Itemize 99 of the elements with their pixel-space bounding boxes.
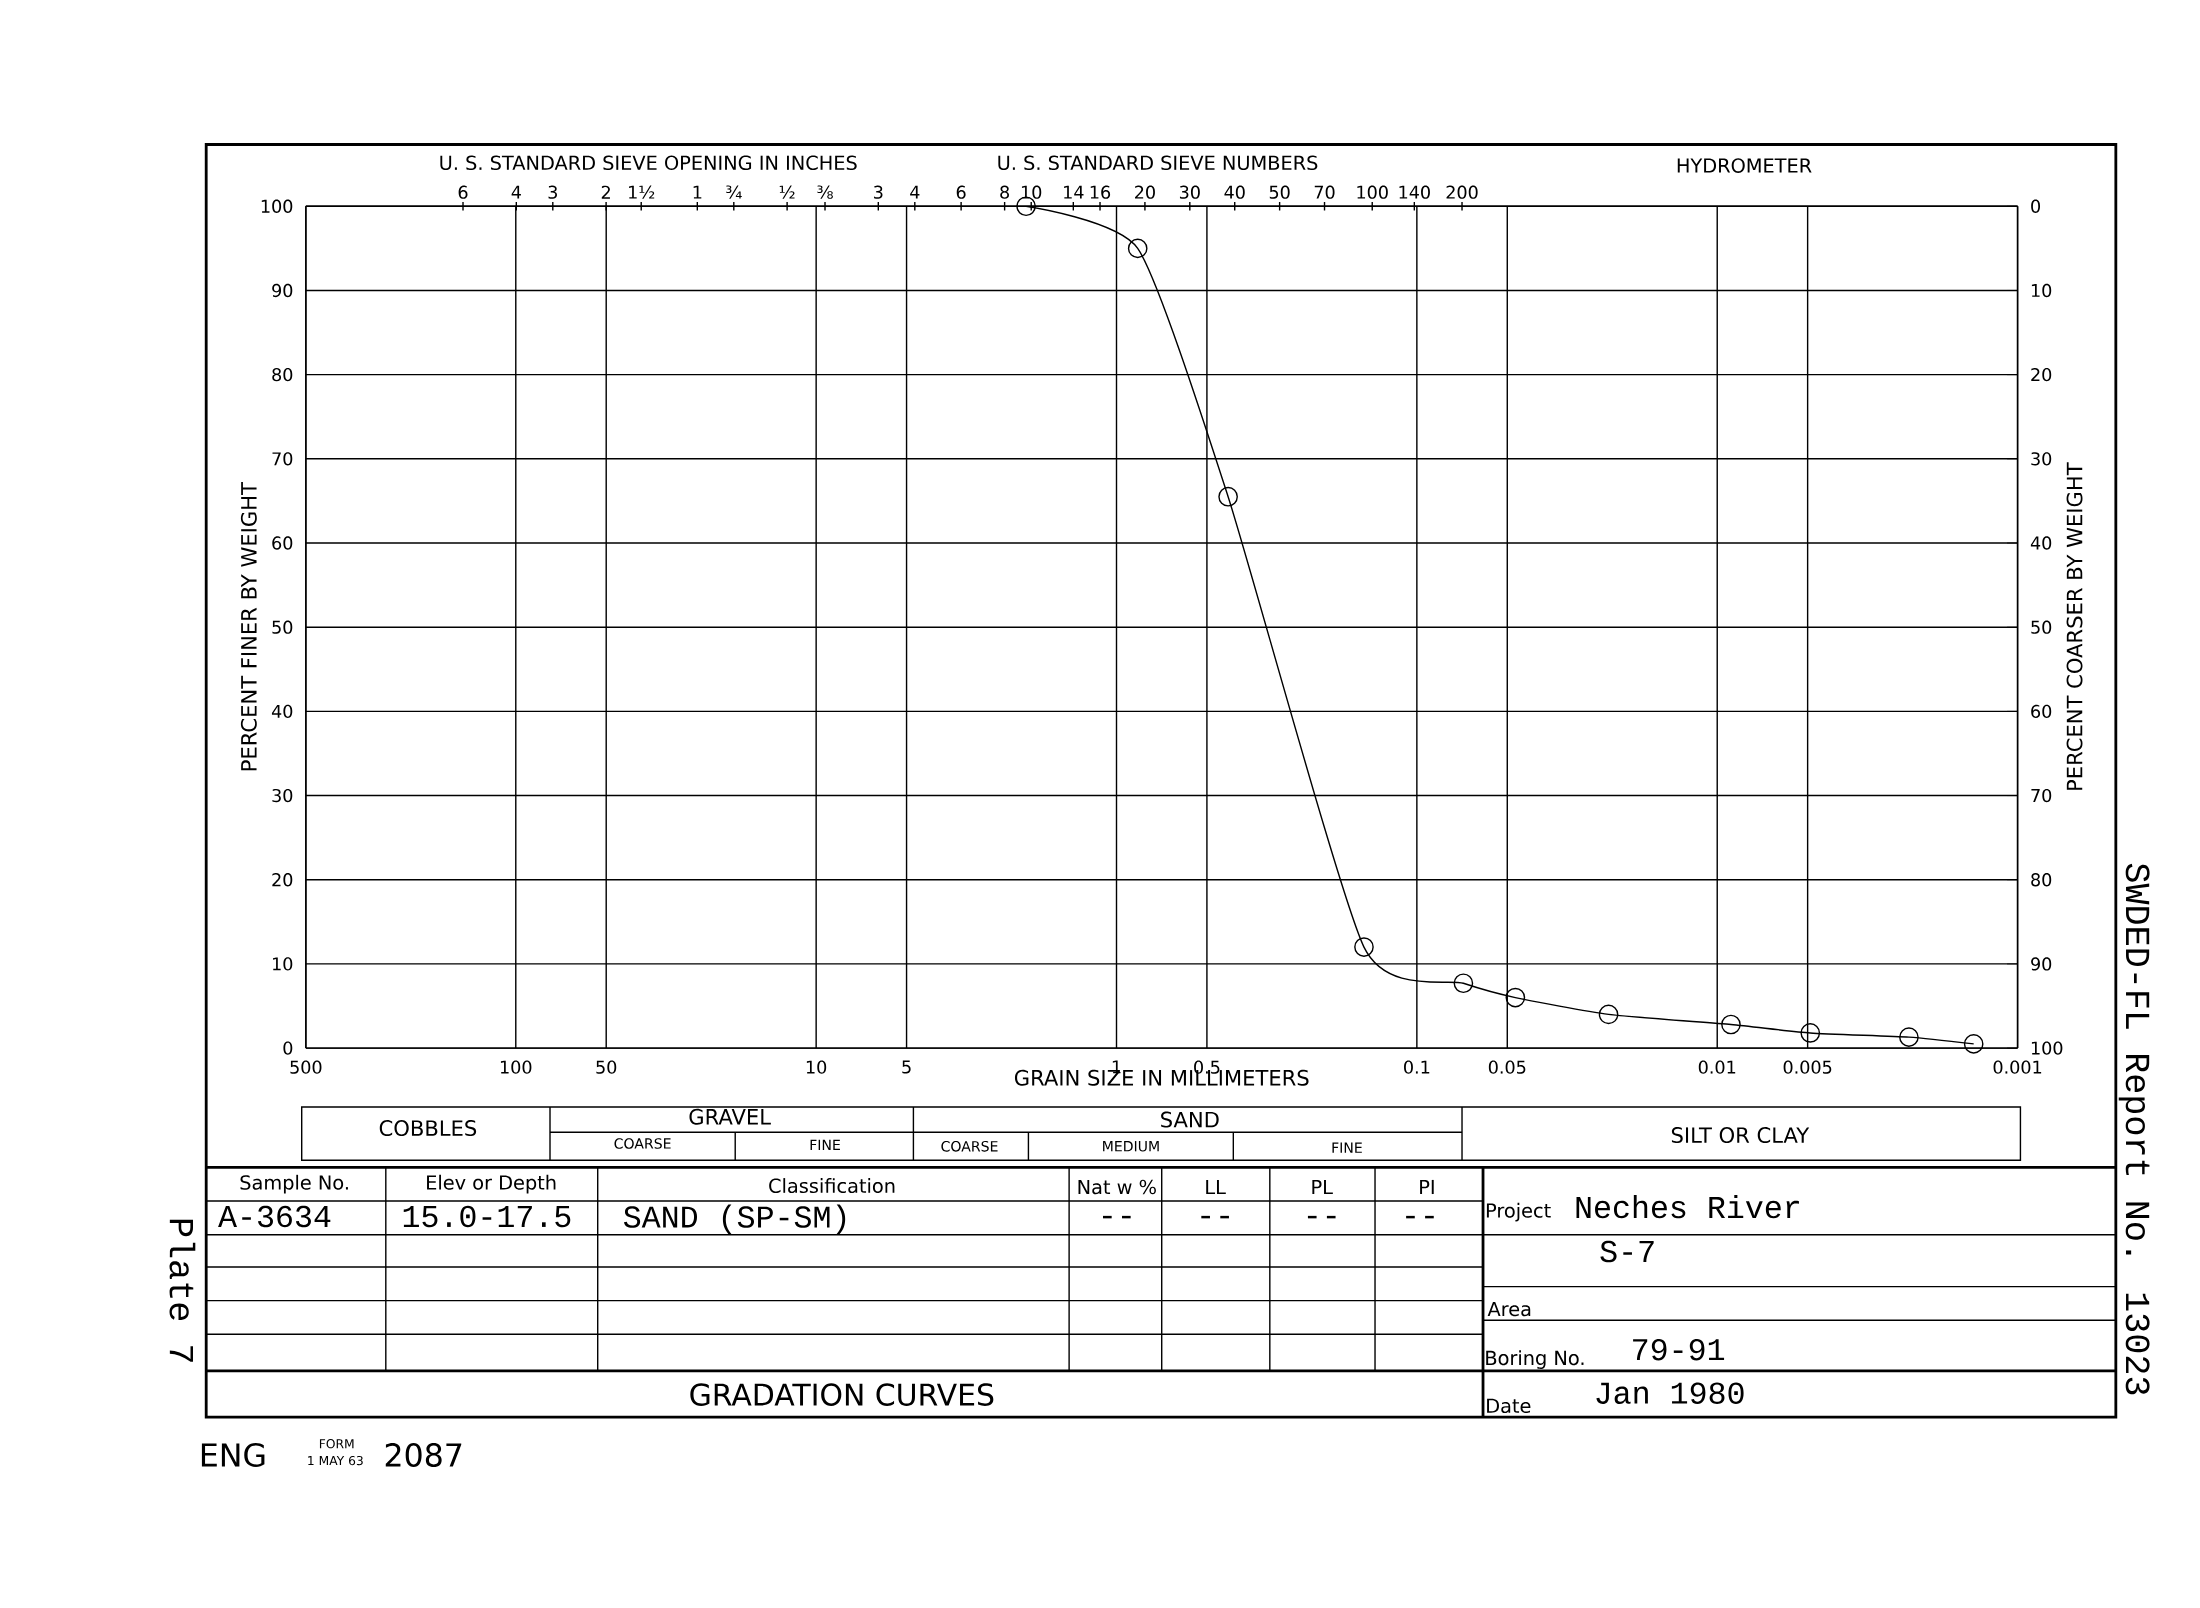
text: Neches River [1576,1194,1799,1219]
text: 3 [874,185,883,199]
text: 15.0-17.5 [403,1205,571,1228]
text: 4 [511,185,521,199]
y-tick-label: 30 [272,788,293,803]
x-tick-label: 50 [596,1060,617,1074]
text: Boring No. [1486,1350,1584,1369]
text: ENG [201,1443,265,1467]
text: SILT OR CLAY [1671,1127,1810,1144]
text: 16 [1090,185,1111,199]
y-tick-label: 90 [272,283,293,298]
x-tick-label: 100 [500,1060,532,1074]
text: Project [1486,1202,1551,1222]
text: 3 [548,185,557,199]
text: 10 [1021,185,1042,199]
text: COBBLES [379,1120,477,1137]
text: 1 MAY 63 [308,1455,363,1466]
x-tick-label: 0.005 [1783,1060,1832,1074]
text: 50 [1269,185,1290,199]
text: -- [1307,1215,1336,1219]
y-tick-label: 10 [272,957,293,971]
text: 6 [458,185,468,199]
y2-tick-label: 10 [2031,283,2052,298]
y2-tick-label: 90 [2031,957,2052,971]
text: -- [1406,1215,1434,1219]
y2-tick-label: 80 [2031,873,2052,887]
text: Plate 7 [169,1219,196,1362]
y2-tick-label: 40 [2030,536,2052,550]
text: 1½ [629,185,655,199]
text: 2087 [385,1443,462,1467]
y2-tick-label: 100 [2031,1041,2063,1055]
y-axis-title: PERCENT FINER BY WEIGHT [240,481,257,771]
text: SAND [1161,1111,1219,1128]
text: 70 [1314,185,1335,199]
x-tick-label: 0.001 [1993,1060,2042,1074]
text: Sample No. [240,1174,348,1194]
text: A-3634 [218,1205,331,1228]
text: FINE [1332,1142,1362,1153]
text: S-7 [1600,1240,1654,1263]
text: 2 [601,185,610,199]
text: PL [1312,1179,1333,1195]
text: 79-91 [1633,1338,1725,1361]
y2-tick-label: 50 [2031,620,2052,634]
text: ½ [779,185,795,199]
text: SWDED-FL Report No. 13023 [2118,863,2150,1395]
y-tick-label: 70 [272,452,293,466]
y2-tick-label: 20 [2031,367,2052,382]
y-tick-label: 100 [261,199,293,213]
text: U. S. STANDARD SIEVE NUMBERS [998,155,1318,171]
y-tick-label: 20 [272,873,293,887]
y2-tick-label: 60 [2031,704,2052,719]
y-tick-label: 40 [271,704,293,719]
x-tick-label: 0.1 [1404,1060,1430,1074]
text: ¾ [726,185,742,199]
y2-axis-title: PERCENT COARSER BY WEIGHT [2066,462,2083,790]
x-tick-label: 500 [290,1060,322,1074]
text: LL [1206,1179,1226,1195]
y2-tick-label: 70 [2031,788,2052,803]
x-tick-label: 10 [806,1060,827,1074]
text: 1 [693,185,702,199]
text: GRADATION CURVES [690,1383,994,1406]
x-tick-label: 5 [902,1060,911,1074]
text: Jan 1980 [1596,1382,1744,1404]
text: Area [1487,1301,1531,1317]
y2-tick-label: 30 [2031,452,2052,466]
text: 100 [1357,185,1388,199]
text: SAND (SP-SM) [623,1204,846,1235]
y-tick-label: 50 [272,620,293,634]
x-tick-label: 0.05 [1488,1060,1526,1074]
text: ⅜ [817,185,833,199]
text: U. S. STANDARD SIEVE OPENING IN INCHES [440,155,857,171]
y-tick-label: 0 [283,1041,293,1055]
text: MEDIUM [1103,1141,1159,1152]
text: 4 [910,185,920,199]
text: Classification [769,1178,895,1194]
text: COARSE [941,1140,998,1152]
text: 6 [956,185,966,199]
text: Nat w % [1078,1179,1156,1195]
text: -- [1201,1215,1229,1219]
text: GRAVEL [689,1108,771,1125]
text: PI [1420,1179,1434,1195]
y-tick-label: 80 [272,367,293,382]
text: Elev or Depth [427,1174,556,1194]
x-tick-label: 0.01 [1698,1060,1736,1074]
text: Date [1487,1398,1531,1414]
text: COARSE [614,1138,671,1149]
text: 30 [1179,185,1200,199]
text: 14 [1064,185,1084,199]
text: 140 [1399,185,1430,199]
text: FORM [319,1439,354,1449]
text: 8 [1000,185,1009,199]
text: 200 [1446,185,1478,199]
text: 40 [1224,185,1245,199]
y2-tick-label: 0 [2031,199,2041,213]
text: HYDROMETER [1677,158,1812,173]
text: FINE [810,1139,840,1151]
text: -- [1103,1215,1131,1219]
text: 20 [1135,185,1155,199]
y-tick-label: 60 [272,536,293,550]
